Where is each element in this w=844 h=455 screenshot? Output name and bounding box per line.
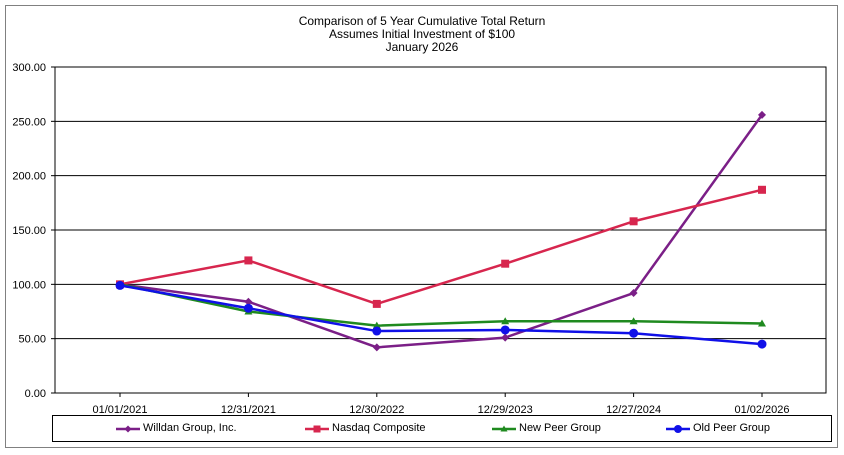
data-point — [124, 425, 132, 433]
data-point — [501, 317, 510, 325]
data-point — [244, 297, 253, 306]
chart-date: January 2026 — [385, 40, 459, 54]
series-line-1 — [119, 188, 763, 306]
data-point — [372, 326, 382, 336]
data-point — [758, 185, 766, 194]
data-point — [372, 321, 381, 329]
legend-label: Nasdaq Composite — [332, 422, 426, 434]
y-tick-label: 250.00 — [12, 116, 46, 128]
y-tick-label: 0.00 — [25, 388, 46, 400]
data-point — [674, 425, 682, 433]
data-point — [629, 289, 638, 298]
legend-label: Old Peer Group — [693, 422, 771, 434]
chart-subtitle: Assumes Initial Investment of $100 — [328, 27, 516, 41]
data-point — [629, 317, 638, 325]
data-point — [244, 256, 253, 265]
series-line-0 — [119, 114, 764, 349]
data-point — [243, 303, 253, 313]
x-tick-label: 12/27/2024 — [606, 404, 661, 416]
y-tick-label: 300.00 — [12, 62, 46, 74]
chart-frame — [5, 5, 838, 448]
chart-title: Comparison of 5 Year Cumulative Total Re… — [298, 14, 546, 28]
legend-label: New Peer Group — [519, 422, 601, 434]
legend-swatch — [666, 425, 690, 433]
data-point — [313, 425, 321, 433]
series-line-3 — [119, 284, 763, 346]
y-tick-label: 50.00 — [18, 334, 46, 346]
data-point — [115, 280, 125, 290]
legend-swatch — [116, 425, 140, 433]
x-tick-label: 12/29/2023 — [478, 404, 533, 416]
data-point — [501, 333, 510, 342]
chart-legend: Willdan Group, Inc. Nasdaq Composite New P… — [52, 415, 832, 442]
data-point — [758, 110, 766, 119]
data-point — [372, 299, 381, 308]
y-tick-label: 100.00 — [12, 279, 46, 291]
legend-swatch — [305, 425, 329, 433]
legend-swatch — [492, 425, 516, 432]
y-tick-label: 200.00 — [12, 171, 46, 183]
data-point — [500, 425, 508, 432]
data-point — [758, 319, 766, 327]
legend-label: Willdan Group, Inc. — [143, 422, 237, 434]
y-tick-label: 150.00 — [12, 225, 46, 237]
data-point — [757, 339, 767, 349]
series-line-2 — [119, 283, 763, 327]
x-tick-label: 12/30/2022 — [349, 404, 404, 416]
x-tick-label: 12/31/2021 — [221, 404, 276, 416]
x-tick-label: 01/02/2026 — [734, 404, 789, 416]
x-tick-label: 01/01/2021 — [92, 404, 147, 416]
data-point — [372, 343, 381, 352]
data-point — [629, 217, 638, 226]
data-point — [500, 325, 510, 335]
data-point — [501, 259, 510, 268]
data-point — [629, 328, 639, 338]
